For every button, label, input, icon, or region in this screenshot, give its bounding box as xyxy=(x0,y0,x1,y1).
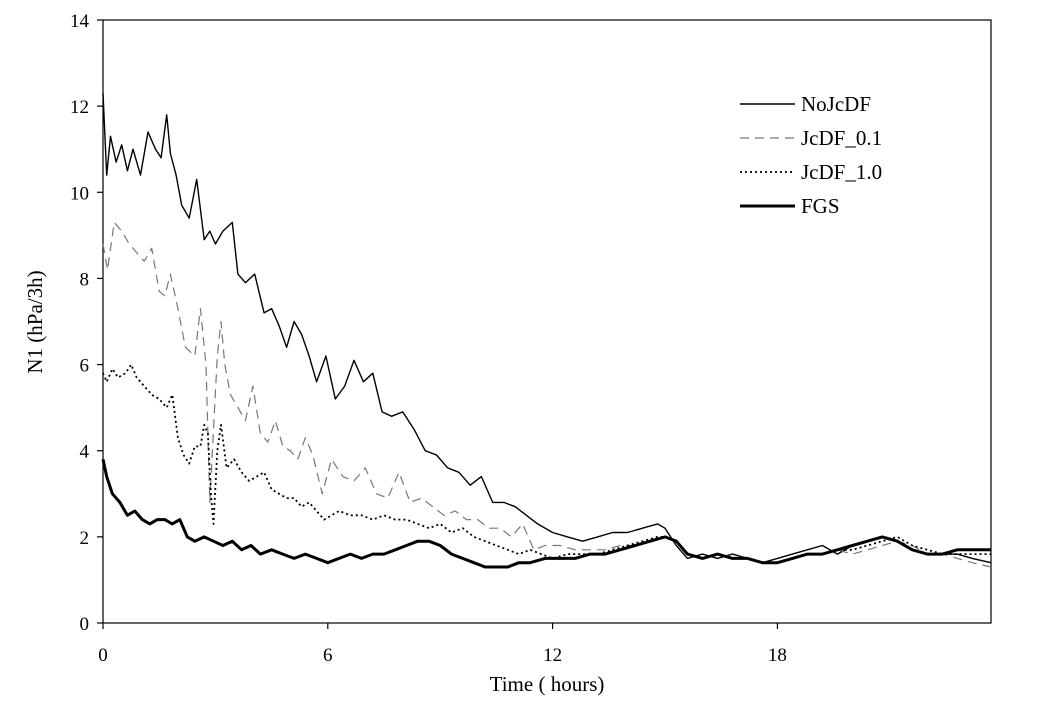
y-tick-label: 6 xyxy=(80,356,90,377)
series-line-fgs xyxy=(101,458,991,569)
x-axis-label: Time ( hours) xyxy=(490,672,605,696)
x-tick-label: 12 xyxy=(543,645,562,666)
y-tick-label: 12 xyxy=(70,97,89,118)
y-tick-label: 2 xyxy=(80,528,90,549)
x-tick-label: 18 xyxy=(768,645,787,666)
legend-label: JcDF_1.0 xyxy=(801,160,882,184)
y-axis-label: N1 (hPa/3h) xyxy=(23,270,47,373)
series-line-jcdf-0-1 xyxy=(102,221,992,568)
series-lines xyxy=(101,93,992,569)
x-tick-label: 0 xyxy=(98,645,108,666)
legend: NoJcDF JcDF_0.1 JcDF_1.0 FGS xyxy=(740,92,882,218)
y-tick-label: 0 xyxy=(80,614,90,635)
legend-label: NoJcDF xyxy=(801,92,871,116)
legend-label: JcDF_0.1 xyxy=(801,126,882,150)
x-tick-label: 6 xyxy=(323,645,333,666)
y-tick-label: 8 xyxy=(80,269,90,290)
plot-area xyxy=(102,19,992,624)
legend-label: FGS xyxy=(801,194,840,218)
series-line-nojcdf xyxy=(102,93,992,564)
y-tick-label: 4 xyxy=(80,442,90,463)
y-axis: 0 2 4 6 8 10 12 14 xyxy=(70,11,103,635)
y-tick-label: 14 xyxy=(70,11,90,32)
x-axis: 0 6 12 18 xyxy=(98,623,787,666)
y-tick-label: 10 xyxy=(70,183,89,204)
series-line-jcdf-1-0 xyxy=(102,363,991,564)
